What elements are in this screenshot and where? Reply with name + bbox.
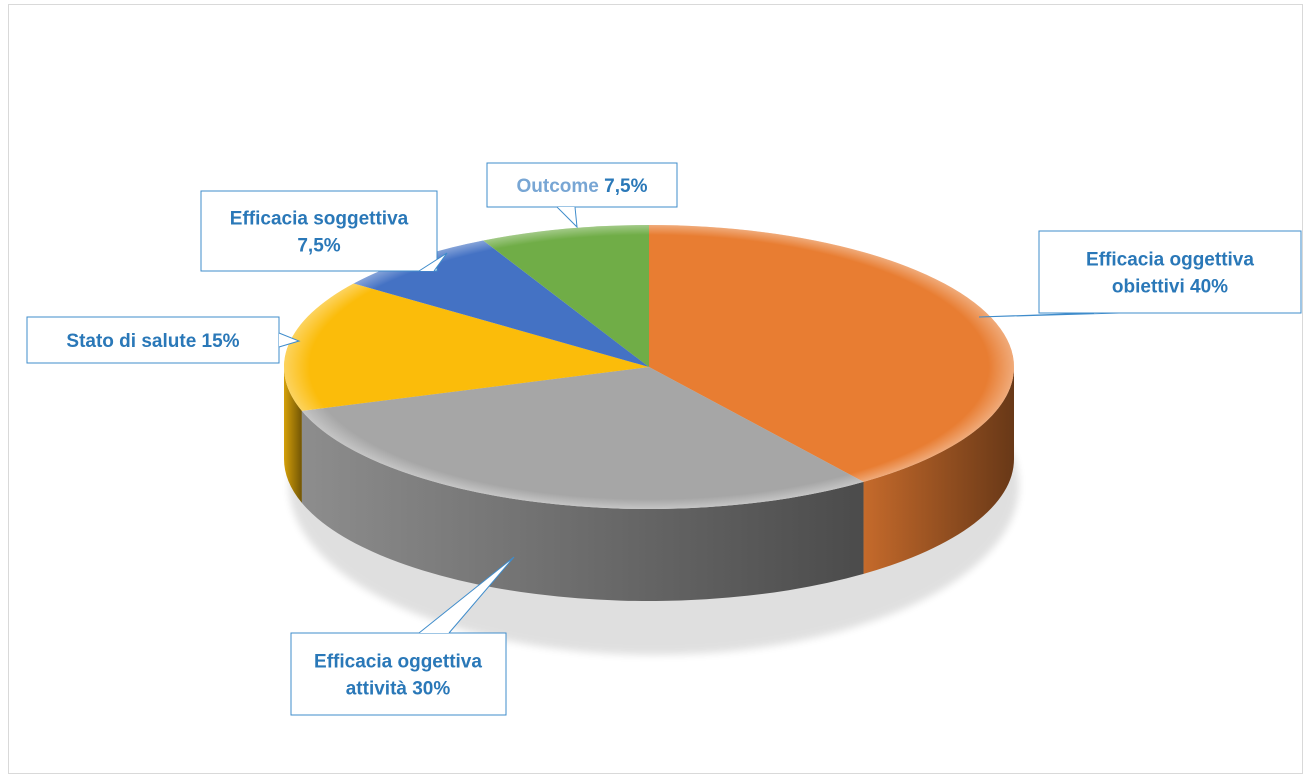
callout-text-1-0: Efficacia oggettiva [314,652,482,673]
callout-text-1-1: attività 30% [346,679,451,700]
slice-side-2 [284,367,302,503]
callout-text-2-0: Stato di salute 15% [66,331,239,352]
callout-3: Efficacia soggettiva 7,5% [200,190,448,272]
callout-4: Outcome 7,5% [486,162,678,229]
callout-0: Efficacia oggettiva obiettivi 40% [978,230,1302,318]
callout-text-0-0: Efficacia oggettiva [1086,250,1254,271]
callout-1: Efficacia oggettiva attività 30% [290,556,515,716]
callout-text-4: Outcome 7,5% [517,176,648,197]
pie-rim-highlight [284,225,1014,509]
callout-text-3-1: 7,5% [297,236,340,257]
callout-2: Stato di salute 15% [26,316,301,364]
slice-side-1 [301,410,864,602]
callout-text-0-1: obiettivi 40% [1112,277,1228,298]
callout-text-3-0: Efficacia soggettiva [230,209,409,230]
chart-area: Efficacia oggettiva obiettivi 40% Efficaci… [8,4,1303,774]
slice-side-0 [863,367,1014,574]
